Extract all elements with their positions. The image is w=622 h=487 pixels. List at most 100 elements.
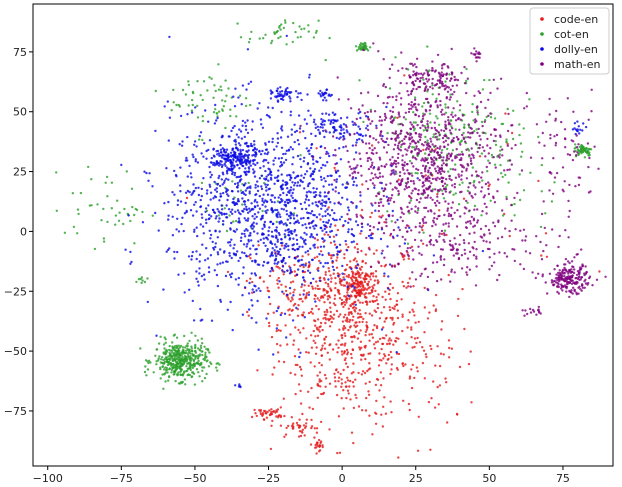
data-point [304,262,308,265]
data-point [329,122,332,126]
data-point [293,130,297,134]
data-point [335,309,339,313]
data-point [583,147,586,151]
data-point [204,355,207,359]
data-point [352,385,355,388]
data-point [308,76,311,79]
data-point [334,286,337,290]
data-point [316,287,320,291]
data-point [442,353,445,356]
data-point [375,124,378,128]
data-point [267,261,270,264]
data-point [430,160,433,164]
data-point [437,71,441,75]
data-point [580,144,584,147]
data-point [322,317,325,320]
data-point [299,202,302,206]
data-point [389,173,392,176]
data-point [453,182,456,186]
data-point [401,67,404,70]
data-point [410,62,413,65]
data-point [334,380,337,383]
data-point [249,164,252,167]
data-point [399,145,402,149]
data-point [250,299,253,302]
data-point [288,238,291,241]
data-point [261,414,264,417]
data-point [227,178,230,181]
data-point [356,312,360,315]
data-point [238,180,241,183]
data-point [125,170,128,173]
data-point [366,115,370,119]
data-point [352,362,355,365]
data-point [208,229,211,232]
data-point [365,396,368,400]
data-point [244,97,248,100]
data-point [293,355,297,358]
data-point [252,221,255,224]
data-point [282,256,286,260]
data-point [398,115,401,118]
data-point [397,352,401,356]
data-point [359,329,362,332]
data-point [420,120,423,124]
data-point [189,364,192,367]
data-point [224,158,227,161]
data-point [401,163,404,167]
data-point [287,190,290,194]
data-point [294,257,297,260]
data-point [76,208,80,211]
data-point [337,415,341,418]
data-point [482,239,485,242]
data-point [563,284,567,287]
data-point [274,252,277,255]
data-point [567,277,570,280]
data-point [305,147,308,150]
data-point [265,416,269,419]
data-point [324,164,327,167]
data-point [324,214,327,218]
data-point [443,170,446,173]
data-point [355,49,359,52]
data-point [401,315,404,318]
data-point [354,220,358,223]
data-point [245,208,249,211]
data-point [346,379,350,382]
data-point [247,166,250,169]
data-point [177,273,180,276]
data-point [425,158,428,161]
data-point [382,357,385,360]
data-point [315,280,318,283]
data-point [419,149,423,153]
data-point [473,240,476,244]
data-point [287,248,290,251]
data-point [145,171,148,175]
data-point [401,154,404,157]
data-point [483,120,486,124]
data-point [481,146,484,149]
data-point [317,438,321,442]
data-point [264,412,267,415]
data-point [446,90,450,94]
data-point [161,361,164,365]
data-point [200,187,203,191]
data-point [581,283,584,287]
data-point [293,302,297,306]
data-point [301,269,305,273]
data-point [174,344,177,348]
data-point [408,145,411,148]
data-point [340,382,344,385]
data-point [274,208,277,212]
data-point [186,135,189,139]
data-point [268,116,272,119]
data-point [412,64,415,67]
data-point [302,216,305,220]
data-point [464,136,468,139]
data-point [285,245,288,248]
data-point [208,351,211,354]
data-point [311,407,315,411]
data-point [361,45,364,49]
data-point [428,112,432,116]
data-point [300,98,303,102]
